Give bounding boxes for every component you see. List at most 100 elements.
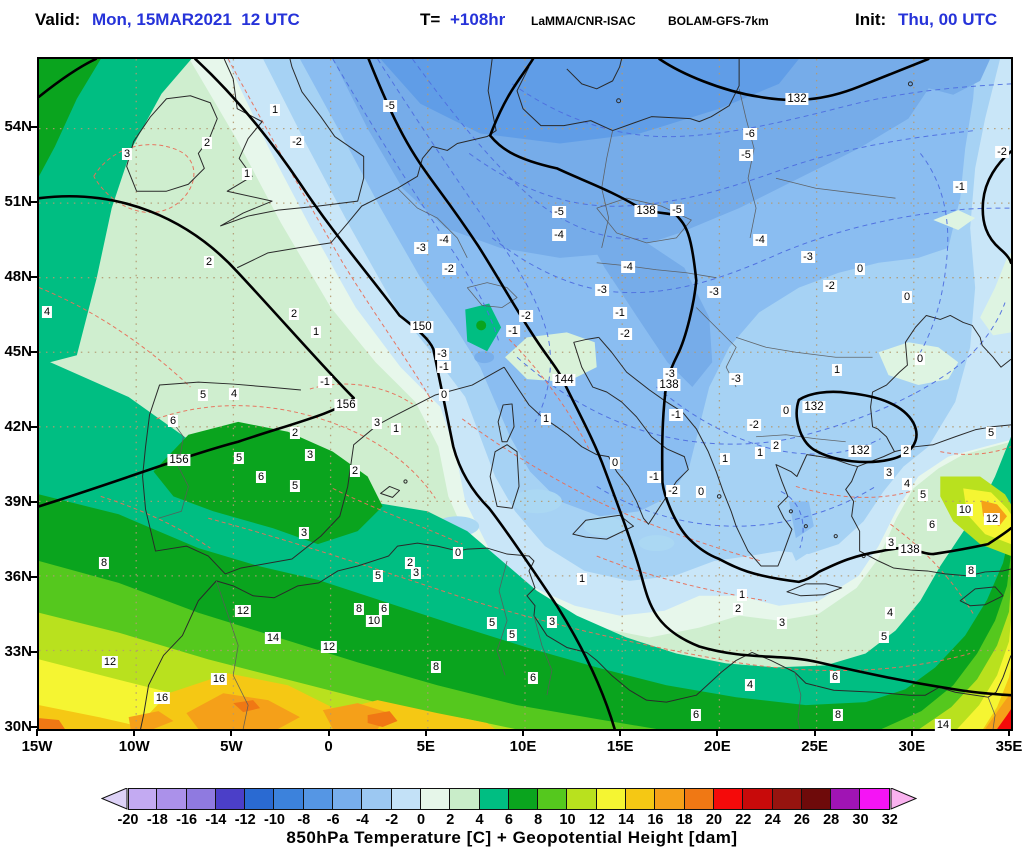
colorbar-tick-label: 30 <box>852 812 869 828</box>
lat-axis-tick <box>30 576 37 578</box>
colorbar-segment <box>391 788 421 810</box>
colorbar-segment <box>538 788 568 810</box>
colorbar-segment <box>743 788 773 810</box>
lon-axis-label: 5E <box>416 738 435 755</box>
colorbar-segment <box>362 788 392 810</box>
lat-axis-label: 30N <box>4 718 32 735</box>
colorbar-segment <box>684 788 714 810</box>
colorbar-tick-label: -12 <box>234 812 256 828</box>
colorbar-segment <box>801 788 832 810</box>
colorbar-tick-label: 22 <box>735 812 752 828</box>
colorbar-tick-label: 14 <box>618 812 635 828</box>
colorbar-segment <box>626 788 656 810</box>
forecast-hour-value: +108hr <box>450 10 506 29</box>
lon-axis-tick <box>424 729 427 736</box>
lat-axis-label: 42N <box>4 418 32 435</box>
lat-axis-tick <box>30 276 37 278</box>
lon-axis-label: 10W <box>118 738 150 755</box>
model-name: BOLAM-GFS-7km <box>668 14 769 28</box>
forecast-hour-label: T= <box>420 10 441 29</box>
colorbar: -20 -18 -16 -14 -12 -10 -8 -6 -4 -2 0 2 4 6 8 10 12 14 16 1… <box>0 780 1024 850</box>
colorbar-tick-label: 20 <box>705 812 723 828</box>
colorbar-tick-label: 0 <box>416 812 426 828</box>
valid-value: Mon, 15MAR2021 12 UTC <box>92 10 300 29</box>
colorbar-segment <box>831 788 861 810</box>
colorbar-tick-label: -18 <box>146 812 168 828</box>
colorbar-tick-label: 24 <box>764 812 781 828</box>
lon-axis-label: 5W <box>220 738 243 755</box>
colorbar-tick-label: 26 <box>793 812 810 828</box>
colorbar-segment <box>333 788 363 810</box>
lon-axis-tick <box>327 729 330 736</box>
forecast-map: 3 2 1 -2 1 2 2 1 -1 -5 -3 -4 -2 4 5 4 -3 -1 0 -6 -5 -5 -5 -4 -4-… <box>37 57 1013 731</box>
colorbar-tick-label: 16 <box>647 812 664 828</box>
colorbar-tick-label: 28 <box>823 812 840 828</box>
lat-axis-tick <box>30 726 37 728</box>
lat-axis-label: 36N <box>4 568 32 585</box>
colorbar-segments <box>128 788 890 810</box>
lon-axis-tick <box>619 729 622 736</box>
colorbar-tick-label: -10 <box>264 812 285 828</box>
lon-axis-label: 35E <box>995 738 1023 755</box>
lat-axis-label: 45N <box>4 343 32 360</box>
colorbar-left-arrow <box>101 788 128 810</box>
colorbar-segment <box>420 788 451 810</box>
colorbar-segment <box>215 788 246 810</box>
lat-axis-label: 33N <box>4 643 32 660</box>
colorbar-segment <box>596 788 627 810</box>
colorbar-segment <box>479 788 509 810</box>
lon-axis-tick <box>36 729 38 736</box>
colorbar-tick-label: 4 <box>475 812 484 828</box>
colorbar-tick-label: 10 <box>559 812 576 828</box>
colorbar-segment <box>245 788 275 810</box>
lon-axis-tick <box>716 729 719 736</box>
lat-axis-label: 48N <box>4 268 32 285</box>
colorbar-tick-label: 6 <box>504 812 513 828</box>
lon-axis-label: 10E <box>509 738 537 755</box>
init-value: Thu, 00 UTC <box>898 10 998 29</box>
lat-axis-tick <box>30 501 37 503</box>
valid-label: Valid: <box>35 10 81 29</box>
lon-axis-label: 25E <box>801 738 828 755</box>
colorbar-segment <box>713 788 744 810</box>
lon-axis-label: 15E <box>606 738 634 755</box>
lon-axis-label: 20E <box>704 738 731 755</box>
lon-axis-label: 15W <box>21 738 53 755</box>
lat-axis-label: 51N <box>4 193 32 210</box>
lon-axis-tick <box>1008 729 1010 736</box>
colorbar-segment <box>860 788 890 810</box>
colorbar-tick-label: -16 <box>176 812 198 828</box>
colorbar-tick-label: 2 <box>446 812 455 828</box>
lon-axis-tick <box>133 729 136 736</box>
colorbar-tick-label: 32 <box>881 812 898 828</box>
colorbar-segment <box>450 788 480 810</box>
colorbar-segment <box>772 788 802 810</box>
colorbar-segment <box>303 788 334 810</box>
lon-axis-tick <box>910 729 913 736</box>
colorbar-segment <box>128 788 158 810</box>
lat-axis-label: 54N <box>4 118 32 135</box>
lon-axis-tick <box>230 729 233 736</box>
lat-axis-tick <box>30 426 37 428</box>
lat-axis-tick <box>30 201 37 203</box>
lon-axis-tick <box>522 729 524 736</box>
temp-contours-warm <box>39 59 1011 672</box>
colorbar-segment <box>567 788 597 810</box>
init-label: Init: <box>855 10 887 29</box>
lat-axis-tick <box>30 651 37 653</box>
colorbar-tick-label: -4 <box>355 812 369 828</box>
colorbar-segment <box>508 788 539 810</box>
colorbar-tick-label: 8 <box>534 812 543 828</box>
center-name: LaMMA/CNR-ISAC <box>531 14 636 28</box>
colorbar-tick-label: -14 <box>205 812 227 828</box>
map-canvas <box>39 59 1011 729</box>
colorbar-segment <box>186 788 216 810</box>
lon-axis-label: 0 <box>324 738 333 755</box>
lon-axis-tick <box>813 729 816 736</box>
lat-axis-tick <box>30 126 37 128</box>
colorbar-tick-label: -2 <box>385 812 399 828</box>
colorbar-caption: 850hPa Temperature [C] + Geopotential He… <box>286 828 738 847</box>
colorbar-right-arrow <box>890 788 917 810</box>
colorbar-ticks: -20 -18 -16 -14 -12 -10 -8 -6 -4 -2 0 2 4 6 8 10 12 14 16 1… <box>118 812 908 828</box>
